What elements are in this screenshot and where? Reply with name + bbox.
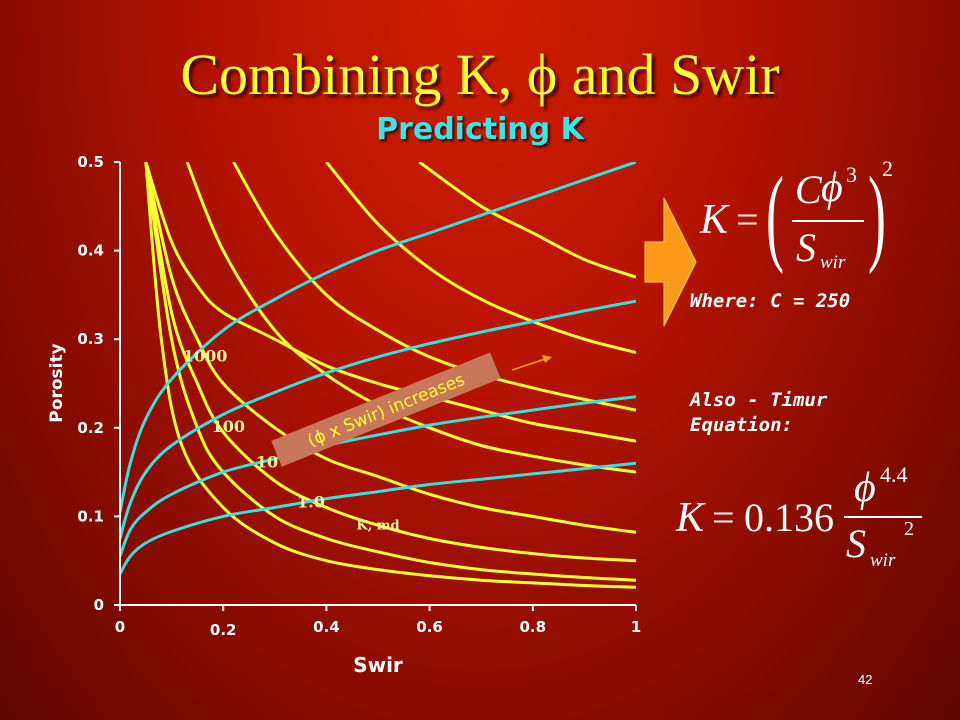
x-tick-label: 0 <box>115 618 125 636</box>
formula1-open-paren: ( <box>766 156 784 275</box>
k-curve-4 <box>144 162 636 589</box>
formula2-lhs: K <box>676 495 705 541</box>
k-curve-8 <box>418 162 636 279</box>
k-curve-7 <box>185 162 636 474</box>
formula1-outer-exp: 2 <box>882 156 893 181</box>
where-label: Where: C = 250 <box>690 290 851 312</box>
x-tick-label: 1 <box>631 618 641 636</box>
x-axis-label: Swir <box>353 653 403 677</box>
formula-kozeny: K = ( C ϕ 3 S wir ) 2 <box>700 156 930 280</box>
k-curve-1 <box>144 162 636 534</box>
x-tick-label: 0.2 <box>210 621 237 639</box>
annotation-arrow-line <box>511 357 549 371</box>
y-tick-label: 0 <box>94 596 104 614</box>
annotation-box <box>271 352 501 467</box>
formula1-num-phi: ϕ <box>821 165 843 211</box>
y-tick-label: 0.2 <box>77 419 104 437</box>
right-arrow-icon <box>644 197 697 327</box>
formula2-fraction-bar <box>844 516 922 518</box>
y-tick-label: 0.1 <box>77 507 104 525</box>
y-axis-ticks: 0 0.1 0.2 0.3 0.4 0.5 <box>77 153 120 614</box>
bvw-curve-0 <box>120 162 636 513</box>
k-curve-2 <box>144 162 636 563</box>
y-tick-label: 0.3 <box>77 330 104 348</box>
formula2-den-exp: 2 <box>904 518 914 540</box>
formula2-phi-exp: 4.4 <box>880 462 908 487</box>
slide-title: Combining K, ϕ and Swir <box>180 42 780 107</box>
bvw-curve-3 <box>120 461 636 575</box>
formula2-den-s: S <box>846 521 866 566</box>
k-curve-5 <box>325 162 636 354</box>
slide-subtitle: Predicting K <box>376 112 584 147</box>
formula2-den-sub: wir <box>870 550 896 571</box>
formula2-coef: 0.136 <box>744 495 834 540</box>
formula1-den-sub: wir <box>820 252 846 273</box>
y-tick-label: 0.4 <box>77 242 104 260</box>
curve-labels: 1000 100 10 1.0 K, md <box>183 346 400 533</box>
annotation-text: (ϕ x Swir) increases <box>305 370 468 451</box>
formula2-num-phi: ϕ <box>854 465 876 511</box>
k-curve-6 <box>232 162 636 412</box>
formula1-eq: = <box>736 197 759 242</box>
formula1-lhs: K <box>700 197 729 243</box>
curve-label-0: 1000 <box>183 346 228 365</box>
x-tick-label: 0.6 <box>416 618 443 636</box>
x-tick-label: 0.4 <box>313 618 340 636</box>
annotation-arrow-head <box>542 355 552 363</box>
formula-timur: K = 0.136 ϕ 4.4 S wir 2 <box>676 462 936 582</box>
y-tick-label: 0.5 <box>77 153 104 171</box>
annotation-group: (ϕ x Swir) increases <box>271 352 501 467</box>
formula2-eq: = <box>712 495 735 540</box>
bvw-curve-1 <box>120 299 636 539</box>
page-number: 42 <box>858 672 873 687</box>
x-tick-label: 0.8 <box>520 618 547 636</box>
formula1-den-s: S <box>796 225 816 270</box>
curve-label-3: 1.0 <box>297 493 325 512</box>
x-axis-ticks: 0 0.2 0.4 0.6 0.8 1 <box>115 605 641 639</box>
curve-label-2: 10 <box>256 453 278 472</box>
formula1-phi-exp: 3 <box>846 162 857 187</box>
curve-label-4: K, md <box>356 519 399 534</box>
k-curve-0 <box>144 162 636 443</box>
also-label: Also - Timur Equation: <box>690 389 828 436</box>
formula1-fraction-bar <box>792 220 864 222</box>
y-axis-label: Porosity <box>47 343 67 422</box>
formula1-close-paren: ) <box>868 156 886 275</box>
curve-label-1: 100 <box>212 417 245 436</box>
formula1-num-c: C <box>795 167 822 212</box>
